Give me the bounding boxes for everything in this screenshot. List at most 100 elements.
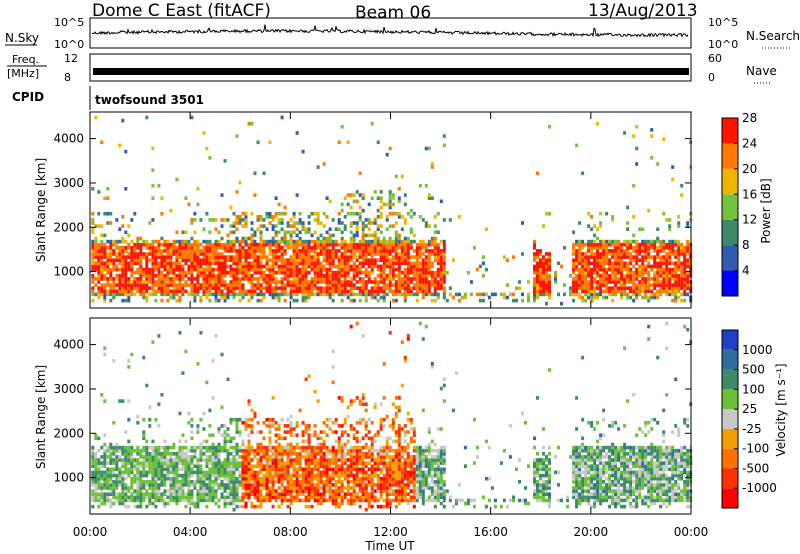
heatmap-cell <box>373 236 377 241</box>
heatmap-cell <box>316 211 320 216</box>
nave-tick-high: 60 <box>708 52 722 65</box>
heatmap-cell <box>256 473 260 478</box>
heatmap-cell <box>103 455 107 459</box>
heatmap-cell <box>268 286 272 290</box>
heatmap-cell <box>223 295 227 300</box>
heatmap-cell <box>397 236 401 241</box>
heatmap-cell <box>587 242 591 247</box>
heatmap-cell <box>127 470 131 475</box>
heatmap-cell <box>403 270 407 275</box>
heatmap-cell <box>280 280 284 284</box>
heatmap-cell <box>232 286 236 290</box>
heatmap-cell <box>136 486 140 490</box>
heatmap-cell <box>602 252 606 256</box>
heatmap-cell <box>632 134 636 138</box>
heatmap-cell <box>142 467 146 472</box>
heatmap-cell <box>641 261 645 266</box>
heatmap-cell <box>370 258 374 262</box>
heatmap-cell <box>331 430 335 434</box>
heatmap-cell <box>536 292 539 297</box>
heatmap-cell <box>220 467 224 472</box>
heatmap-cell <box>635 242 639 247</box>
heatmap-cell <box>202 445 206 450</box>
heatmap-cell <box>271 218 275 222</box>
heatmap-cell <box>644 277 648 281</box>
heatmap-cell <box>298 486 302 490</box>
heatmap-cell <box>512 255 515 259</box>
heatmap-cell <box>265 486 269 490</box>
heatmap-cell <box>662 274 666 278</box>
heatmap-cell <box>436 230 440 235</box>
heatmap-cell <box>139 495 143 500</box>
heatmap-cell <box>319 436 323 441</box>
heatmap-cell <box>220 193 224 197</box>
heatmap-cell <box>352 249 356 253</box>
heatmap-cell <box>241 270 245 275</box>
heatmap-cell <box>418 267 422 272</box>
heatmap-cell <box>202 274 206 278</box>
heatmap-cell <box>502 292 506 297</box>
heatmap-cell <box>298 445 302 450</box>
heatmap-cell <box>638 227 642 231</box>
heatmap-cell <box>94 115 98 120</box>
heatmap-cell <box>274 433 278 437</box>
heatmap-cell <box>238 221 242 225</box>
heatmap-cell <box>274 289 278 294</box>
heatmap-cell <box>202 492 206 496</box>
heatmap-cell <box>280 492 284 496</box>
heatmap-cell <box>91 258 95 262</box>
heatmap-cell <box>205 476 209 481</box>
heatmap-cell <box>581 242 585 247</box>
heatmap-cell <box>301 239 305 244</box>
heatmap-cell <box>388 258 392 262</box>
heatmap-cell <box>307 255 311 259</box>
freq-tick-low: 8 <box>64 71 71 84</box>
heatmap-cell <box>536 255 539 259</box>
heatmap-cell <box>292 252 296 256</box>
heatmap-cell <box>521 252 524 256</box>
heatmap-cell <box>250 292 254 297</box>
heatmap-cell <box>349 277 353 281</box>
heatmap-cell <box>289 483 293 487</box>
heatmap-cell <box>139 464 143 468</box>
heatmap-cell <box>355 211 359 216</box>
heatmap-cell <box>304 470 308 475</box>
heatmap-cell <box>617 239 621 244</box>
heatmap-cell <box>352 473 356 478</box>
heatmap-cell <box>307 289 311 294</box>
heatmap-cell <box>247 249 251 253</box>
heatmap-cell <box>611 218 615 222</box>
heatmap-cell <box>325 489 329 493</box>
heatmap-cell <box>349 255 353 259</box>
heatmap-cell <box>121 461 125 465</box>
heatmap-cell <box>674 242 678 247</box>
heatmap-cell <box>304 424 308 428</box>
heatmap-cell <box>325 458 329 462</box>
heatmap-cell <box>271 396 275 400</box>
heatmap-cell <box>136 458 140 462</box>
heatmap-cell <box>157 252 161 256</box>
heatmap-cell <box>127 489 131 493</box>
heatmap-cell <box>686 258 690 262</box>
heatmap-cell <box>106 255 110 259</box>
heatmap-cell <box>358 171 362 176</box>
heatmap-cell <box>238 286 242 290</box>
heatmap-cell <box>91 187 95 191</box>
heatmap-cell <box>328 255 332 259</box>
heatmap-cell <box>211 467 215 472</box>
heatmap-cell <box>292 498 296 503</box>
heatmap-cell <box>361 193 365 197</box>
heatmap-cell <box>614 286 618 290</box>
heatmap-cell <box>334 289 338 294</box>
heatmap-cell <box>172 492 176 496</box>
heatmap-cell <box>421 274 425 278</box>
heatmap-cell <box>427 252 431 256</box>
heatmap-cell <box>391 270 395 275</box>
heatmap-cell <box>349 264 353 269</box>
heatmap-cell <box>265 227 269 231</box>
heatmap-cell <box>590 261 594 266</box>
heatmap-cell <box>418 183 422 188</box>
heatmap-cell <box>121 246 125 250</box>
heatmap-cell <box>244 473 248 478</box>
heatmap-cell <box>581 252 585 256</box>
